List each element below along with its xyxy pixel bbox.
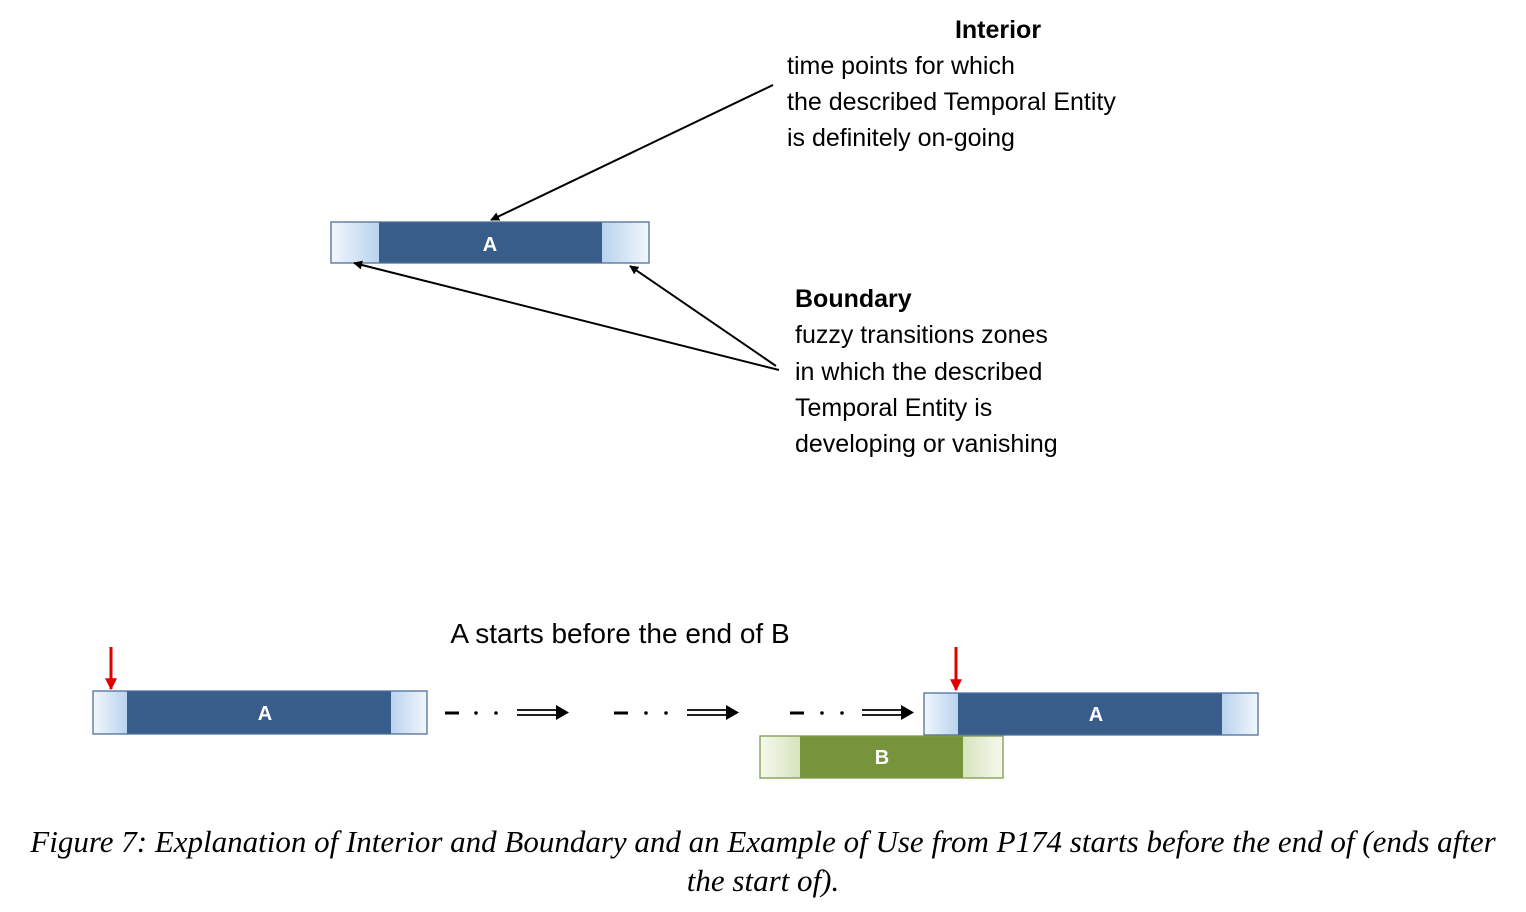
bar-label: B — [875, 747, 889, 769]
interior-zone — [958, 693, 1222, 735]
interior-pointer-arrow — [490, 84, 774, 221]
boundary-left-zone — [760, 736, 800, 778]
boundary-right-zone — [602, 222, 649, 263]
motion-arrow-3 — [790, 705, 914, 720]
figure-caption: Figure 7: Explanation of Interior and Bo… — [30, 824, 1496, 898]
boundary-title: Boundary — [795, 285, 912, 313]
interior-zone — [800, 736, 963, 778]
top-temporal-bar-a: A — [330, 221, 650, 264]
interior-title: Interior — [955, 16, 1041, 44]
boundary-pointer-arrow-right — [629, 265, 777, 367]
interior-zone — [379, 222, 602, 263]
boundary-left-zone — [93, 691, 127, 734]
interior-annotation: Interior time points for which the descr… — [490, 16, 1116, 221]
boundary-right-zone — [963, 736, 1003, 778]
bar-label: A — [258, 703, 272, 725]
interior-line-2: the described Temporal Entity — [787, 88, 1116, 116]
example-title: A starts before the end of B — [450, 618, 789, 649]
interior-line-3: is definitely on-going — [787, 124, 1015, 152]
boundary-line-2: in which the described — [795, 358, 1042, 386]
boundary-left-zone — [924, 693, 958, 735]
interior-line-1: time points for which — [787, 52, 1015, 80]
example-bar-b: B — [759, 735, 1004, 779]
bar-outline — [92, 690, 428, 735]
boundary-right-zone — [391, 691, 427, 734]
boundary-line-1: fuzzy transitions zones — [795, 321, 1048, 349]
boundary-line-4: developing or vanishing — [795, 430, 1058, 458]
boundary-line-3: Temporal Entity is — [795, 394, 992, 422]
motion-arrow-1 — [445, 705, 569, 720]
bar-outline — [330, 221, 650, 264]
bar-label: A — [483, 234, 497, 256]
example-bar-a-moved: A — [923, 692, 1259, 736]
example-bar-a-start: A — [92, 690, 428, 735]
bar-label: A — [1089, 704, 1103, 726]
motion-arrow-2 — [614, 705, 739, 720]
bar-outline — [923, 692, 1259, 736]
boundary-left-zone — [331, 222, 379, 263]
boundary-pointer-arrow-left — [353, 260, 780, 371]
bar-outline — [759, 735, 1004, 779]
boundary-annotation: Boundary fuzzy transitions zones in whic… — [353, 260, 1058, 458]
boundary-right-zone — [1222, 693, 1258, 735]
interior-zone — [127, 691, 391, 734]
